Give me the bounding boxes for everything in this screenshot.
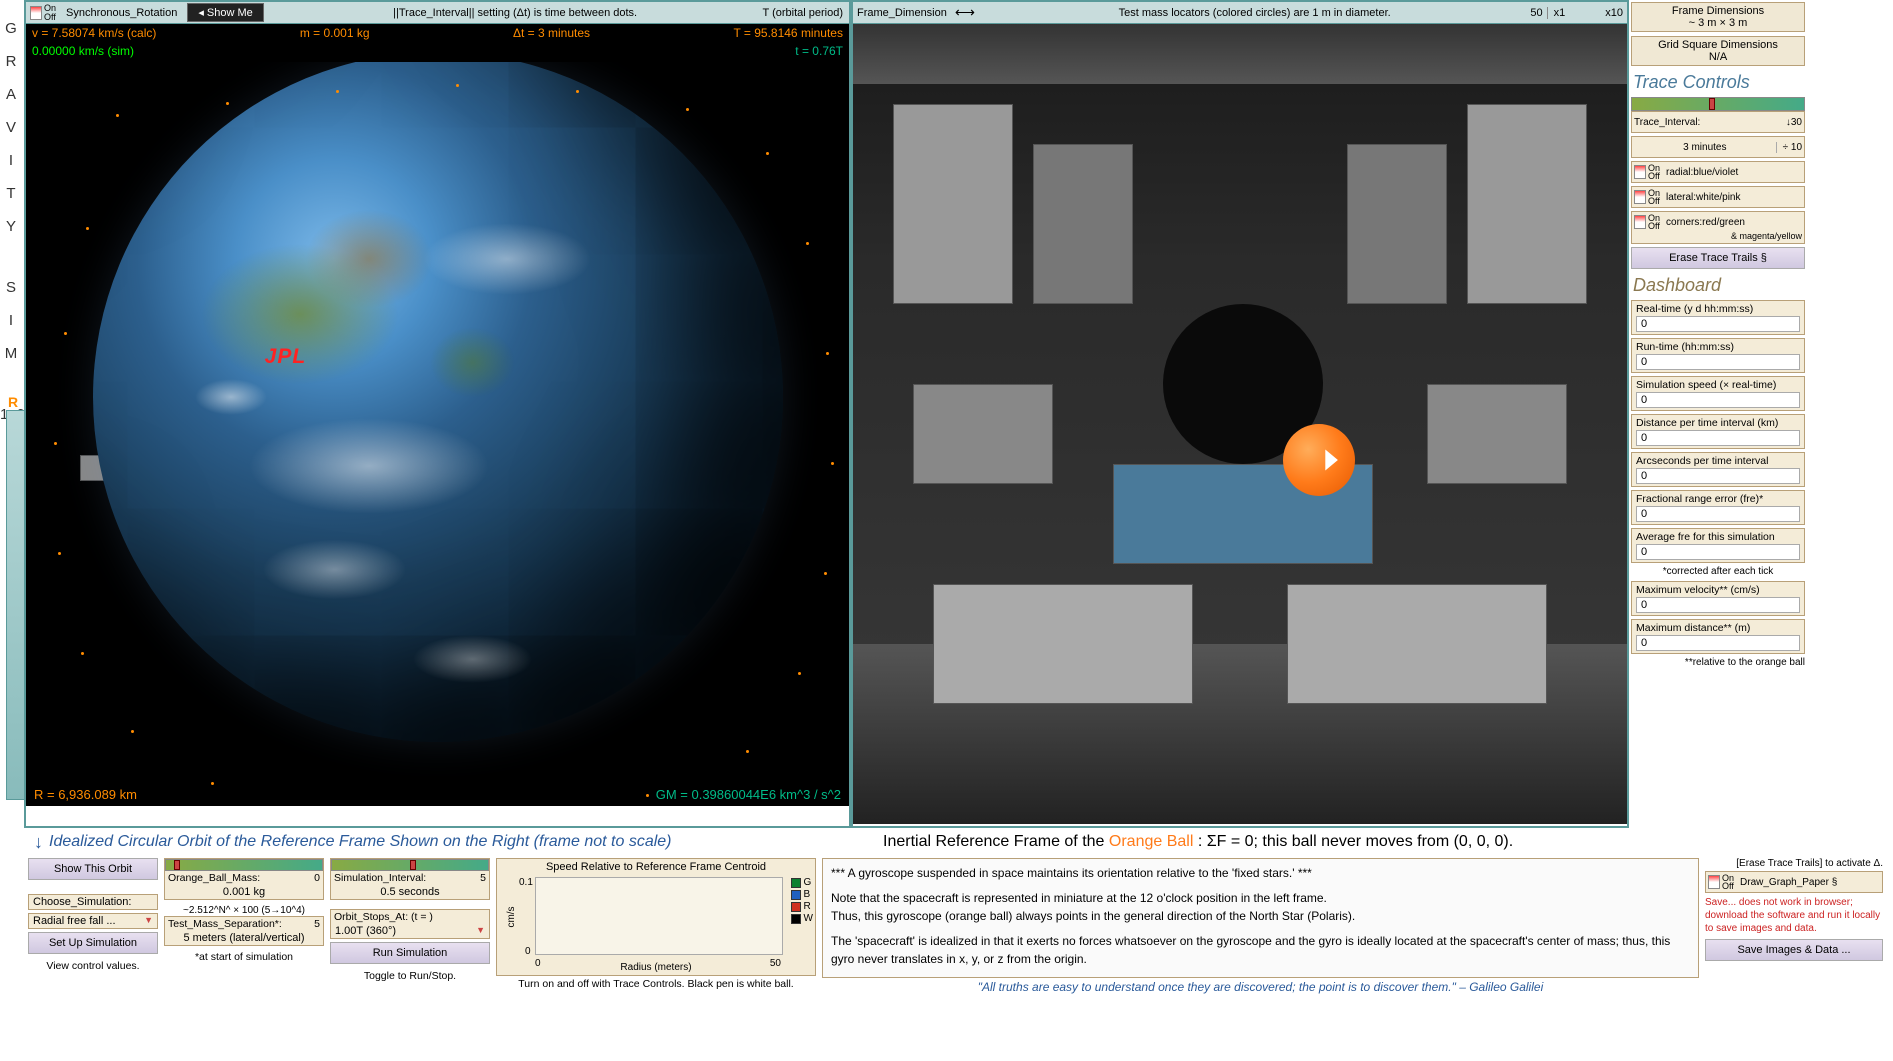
draw-graph-paper-toggle[interactable]: OnOffDraw_Graph_Paper §: [1705, 871, 1883, 893]
description-box: *** A gyroscope suspended in space maint…: [822, 858, 1699, 978]
save-button[interactable]: Save Images & Data ...: [1705, 939, 1883, 961]
orange-ball-gyroscope: [1283, 424, 1355, 496]
dashboard-item: Real-time (y d hh:mm:ss)0: [1631, 300, 1805, 335]
trace-dot: [831, 462, 834, 465]
dashboard-item: Maximum velocity** (cm/s)0: [1631, 581, 1805, 616]
trace-dot: [64, 332, 67, 335]
at-start-note: *at start of simulation: [164, 951, 324, 963]
r-axis-label: R: [8, 394, 20, 410]
trace-interval-row: Trace_Interval:↓30: [1631, 111, 1805, 133]
choose-sim-select[interactable]: Radial free fall ...▼: [28, 913, 158, 929]
trace-hint: ||Trace_Interval|| setting (Δt) is time …: [268, 7, 763, 19]
orange-ball-mass-value: 0.001 kg: [165, 885, 323, 899]
setup-sim-button[interactable]: Set Up Simulation: [28, 932, 158, 954]
velocity-calc: v = 7.58074 km/s (calc): [32, 26, 156, 42]
orbit-stops-value: 1.00T (360°): [335, 925, 396, 937]
mass-label: m = 0.001 kg: [300, 26, 370, 42]
trace-dot: [211, 782, 214, 785]
trace-dot: [81, 652, 84, 655]
scale-note: ~2.512^N^ × 100 (5→10^4): [164, 905, 324, 916]
zoom-x1[interactable]: x1: [1547, 7, 1566, 19]
erase-trace-button[interactable]: Erase Trace Trails §: [1631, 247, 1805, 269]
earth-view: JPL R = 6,936.089 km GM = 0.39860044E6 k…: [26, 62, 849, 806]
dash-note-1: *corrected after each tick: [1631, 566, 1805, 577]
trace-dot: [798, 672, 801, 675]
dashboard-item: Arcseconds per time interval0: [1631, 452, 1805, 487]
time-t: t = 0.76T: [795, 44, 843, 62]
frame-dim-box: Frame Dimensions ~ 3 m × 3 m: [1631, 2, 1805, 32]
grid-dim-box: Grid Square Dimensions N/A: [1631, 36, 1805, 66]
trace-dot: [824, 572, 827, 575]
chart-footer: Turn on and off with Trace Controls. Bla…: [496, 978, 816, 990]
lateral-toggle[interactable]: OnOfflateral:white/pink: [1631, 186, 1805, 208]
trace-dot: [86, 227, 89, 230]
dashboard-item: Fractional range error (fre)*0: [1631, 490, 1805, 525]
trace-dot: [336, 90, 339, 93]
velocity-sim: 0.00000 km/s (sim): [32, 44, 134, 62]
delta-t: Δt = 3 minutes: [513, 26, 590, 42]
gm-label: GM = 0.39860044E6 km^3 / s^2: [656, 787, 841, 802]
erase-trace-note: [Erase Trace Trails] to activate Δ.: [1705, 858, 1883, 869]
app-title-vertical: GRAVITY SIM 1.0 R M o o n G e o G P S H …: [0, 0, 24, 1061]
right-sidebar: Frame Dimensions ~ 3 m × 3 m Grid Square…: [1629, 0, 1807, 828]
trace-interval-slider[interactable]: [1631, 97, 1805, 111]
speed-chart: Speed Relative to Reference Frame Centro…: [496, 858, 816, 976]
iss-interior-view: [853, 24, 1627, 824]
trace-dot: [826, 352, 829, 355]
orbit-panel: OnOff Synchronous_Rotation ◂ Show Me ||T…: [24, 0, 851, 828]
orbital-period: T = 95.8146 minutes: [733, 26, 843, 42]
save-warning: Save... does not work in browser; downlo…: [1705, 896, 1883, 935]
sync-rotation-label: Synchronous_Rotation: [66, 7, 177, 19]
trace-dot: [746, 750, 749, 753]
test-mass-sep-value: 5 meters (lateral/vertical): [165, 931, 323, 945]
zoom-x10[interactable]: x10: [1605, 7, 1623, 19]
right-panel-caption: Inertial Reference Frame of the Orange B…: [883, 833, 1513, 851]
dashboard-item: Average fre for this simulation0: [1631, 528, 1805, 563]
sim-interval-value: 0.5 seconds: [331, 885, 489, 899]
choose-sim-label: Choose_Simulation:: [28, 894, 158, 910]
trace-dot: [131, 730, 134, 733]
trace-dot: [646, 794, 649, 797]
corners-toggle[interactable]: OnOffcorners:red/green& magenta/yellow: [1631, 211, 1805, 243]
trace-dot: [54, 442, 57, 445]
orbital-period-hint: T (orbital period): [763, 7, 844, 19]
trace-dot: [58, 552, 61, 555]
trace-dot: [766, 152, 769, 155]
trace-dot: [456, 84, 459, 87]
show-me-button[interactable]: ◂ Show Me: [187, 3, 263, 22]
dashboard-title: Dashboard: [1633, 275, 1805, 296]
trace-dot: [226, 102, 229, 105]
dashboard-item: Run-time (hh:mm:ss)0: [1631, 338, 1805, 373]
reference-frame-panel: Frame_Dimension ⟷ Test mass locators (co…: [851, 0, 1629, 828]
frame-dim-50: 50: [1530, 7, 1542, 19]
run-sim-button[interactable]: Run Simulation: [330, 942, 490, 964]
galileo-quote: "All truths are easy to understand once …: [822, 980, 1699, 994]
frame-dim-arrow-icon: ⟷: [955, 4, 975, 21]
test-mass-hint: Test mass locators (colored circles) are…: [983, 7, 1526, 19]
radius-label: R = 6,936.089 km: [34, 787, 137, 802]
frame-dim-label: Frame_Dimension: [857, 7, 947, 19]
trace-dot: [116, 114, 119, 117]
dashboard-item: Distance per time interval (km)0: [1631, 414, 1805, 449]
radial-toggle[interactable]: OnOffradial:blue/violet: [1631, 161, 1805, 183]
earth-globe: [93, 62, 783, 742]
sim-interval-slider[interactable]: [331, 859, 489, 871]
left-panel-caption: Idealized Circular Orbit of the Referenc…: [49, 833, 883, 851]
show-orbit-button[interactable]: Show This Orbit: [28, 858, 158, 880]
view-control-hint: View control values.: [28, 960, 158, 972]
panel-captions: ↓ Idealized Circular Orbit of the Refere…: [24, 828, 1893, 856]
trace-controls-title: Trace Controls: [1633, 72, 1805, 93]
dashboard-item: Simulation speed (× real-time)0: [1631, 376, 1805, 411]
dash-note-2: **relative to the orange ball: [1631, 657, 1805, 668]
orange-ball-mass-slider[interactable]: [165, 859, 323, 871]
trace-dot: [576, 90, 579, 93]
trace-interval-value-row: 3 minutes ÷ 10: [1631, 136, 1805, 158]
dashboard-item: Maximum distance** (m)0: [1631, 619, 1805, 654]
jpl-marker: JPL: [265, 345, 307, 369]
sync-rotation-toggle[interactable]: OnOff: [26, 4, 60, 20]
toggle-run-hint: Toggle to Run/Stop.: [330, 970, 490, 982]
trace-dot: [806, 242, 809, 245]
trace-dot: [686, 108, 689, 111]
down-arrow-icon: ↓: [34, 832, 43, 853]
